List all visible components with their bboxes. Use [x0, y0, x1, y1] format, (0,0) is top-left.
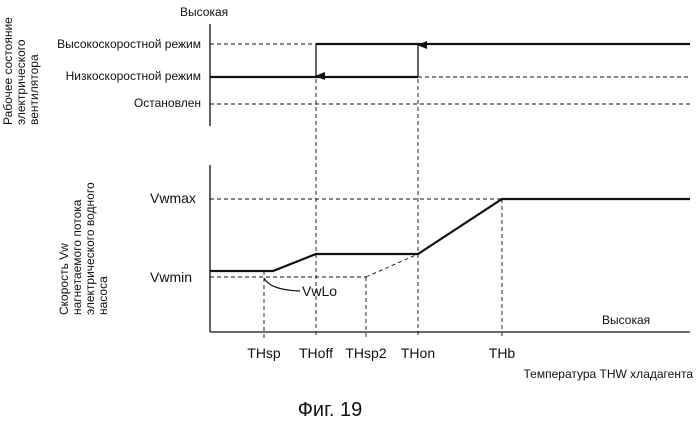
bottom-y-title-line-4: насоса: [96, 276, 110, 315]
bottom-y-title-line-3: электрического водного: [83, 182, 97, 315]
top-y-title: Рабочее состояние электрического вентиля…: [1, 17, 41, 125]
top-axis-label: Высокая: [180, 5, 228, 19]
tick-thoff: THoff: [299, 345, 333, 361]
top-y-title-line-3: вентилятора: [27, 54, 41, 125]
x-axis-title: Температура THW хладагента: [524, 367, 694, 381]
tick-thb: THb: [489, 345, 516, 361]
flow-rate-curve: [210, 199, 690, 271]
figure-caption: Фиг. 19: [298, 399, 363, 421]
bottom-y-title-line-2: нагнетаемого потока: [70, 199, 84, 315]
vwlo-label: VwLo: [302, 283, 337, 299]
level-low-label: Низкоскоростной режим: [66, 69, 201, 83]
thsp2-slope-dash: [366, 254, 418, 277]
vwmax-label: Vwmax: [150, 190, 196, 206]
tick-thsp: THsp: [247, 345, 281, 361]
top-y-title-line-2: электрического: [14, 39, 28, 125]
bottom-y-title-line-1: Скорость Vw: [57, 243, 71, 315]
level-stop-label: Остановлен: [134, 96, 201, 110]
top-y-title-line-1: Рабочее состояние: [1, 17, 15, 125]
bottom-y-title: Скорость Vw нагнетаемого потока электрич…: [57, 182, 110, 315]
level-high-label: Высокоскоростной режим: [57, 37, 201, 51]
tick-thon: THon: [401, 345, 435, 361]
vwlo-leader: [264, 278, 300, 291]
bottom-axis-right-label: Высокая: [602, 313, 650, 327]
vwmin-label: Vwmin: [150, 269, 192, 285]
tick-thsp2: THsp2: [345, 345, 386, 361]
